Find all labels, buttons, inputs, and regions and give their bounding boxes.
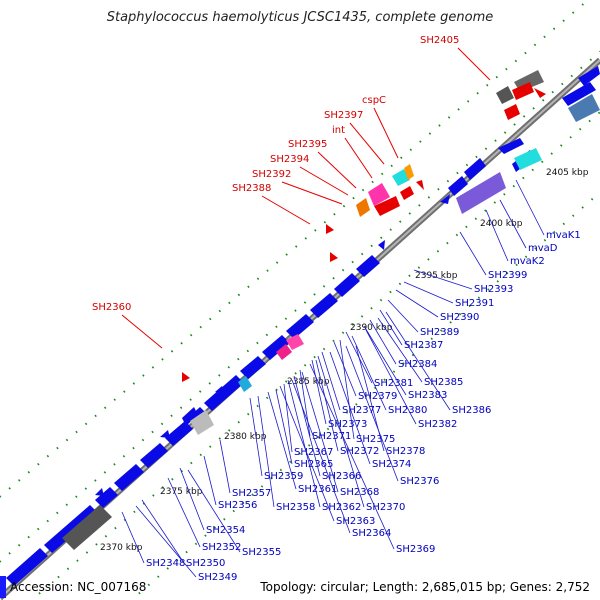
gene-label: SH2354 [206, 525, 245, 536]
gene-label: SH2363 [336, 516, 375, 527]
label-sh2360: SH2360 [92, 302, 131, 313]
kbp-label: 2390 kbp [350, 323, 393, 333]
kbp-label: 2370 kbp [100, 543, 143, 553]
gene-label: mvaK1 [546, 230, 581, 241]
gene-label: SH2362 [322, 502, 361, 513]
gene-label: SH2348 [146, 558, 185, 569]
gene-label: SH2358 [276, 502, 315, 513]
gene-label: SH2359 [264, 471, 303, 482]
gene-label: SH2391 [455, 298, 494, 309]
gene-label: SH2378 [386, 446, 425, 457]
gene-label: SH2357 [232, 488, 271, 499]
gene-label: SH2350 [186, 558, 225, 569]
gene-label: SH2370 [366, 502, 405, 513]
gene-label: mvaK2 [510, 256, 545, 267]
gene-label: SH2383 [408, 390, 447, 401]
gene-label: SH2365 [294, 459, 333, 470]
gene-label: SH2377 [342, 405, 381, 416]
gene-label: SH2369 [396, 544, 435, 555]
gene-label: SH2373 [328, 419, 367, 430]
gene-label: SH2364 [352, 528, 391, 539]
kbp-label: 2375 kbp [160, 487, 203, 497]
gene-label: SH2384 [398, 359, 437, 370]
gene-label: SH2349 [198, 572, 237, 583]
label-sh2388: SH2388 [232, 183, 271, 194]
feature-blocks [62, 70, 600, 550]
label-sh2394: SH2394 [270, 154, 309, 165]
highlight-leader-lines [121, 47, 491, 349]
gene-label: SH2372 [340, 446, 379, 457]
red-features [182, 82, 546, 382]
label-sh2395: SH2395 [288, 139, 327, 150]
gene-label: SH2393 [474, 284, 513, 295]
kbp-label: 2380 kbp [224, 432, 267, 442]
gene-label: SH2390 [440, 312, 479, 323]
gene-label: SH2356 [218, 500, 257, 511]
gene-label: SH2366 [322, 471, 361, 482]
accession-text: Accession: NC_007168 [10, 580, 147, 594]
gene-label: SH2385 [424, 377, 463, 388]
gene-label: SH2382 [418, 419, 457, 430]
kbp-label: 2400 kbp [480, 219, 523, 229]
gene-label: SH2352 [202, 542, 241, 553]
map-title: Staphylococcus haemolyticus JCSC1435, co… [106, 10, 494, 25]
kbp-label: 2405 kbp [546, 168, 589, 178]
label-sh2405: SH2405 [420, 35, 459, 46]
gene-label: SH2361 [298, 484, 337, 495]
label-sh2397: SH2397 [324, 110, 363, 121]
genome-summary-text: Topology: circular; Length: 2,685,015 bp… [260, 580, 590, 594]
label-cspc: cspC [362, 95, 386, 106]
gene-label: SH2376 [400, 476, 439, 487]
gene-label: SH2379 [358, 391, 397, 402]
gene-label: SH2371 [312, 431, 351, 442]
kbp-label: 2385 kbp [287, 377, 330, 387]
gene-labels: mvaK1 mvaD mvaK2 SH2399 SH2393 SH2391 SH… [146, 230, 581, 583]
color-swatch [0, 576, 6, 598]
gene-leader-lines [121, 179, 545, 578]
gene-label: mvaD [528, 243, 558, 254]
kbp-label: 2395 kbp [415, 271, 458, 281]
label-int: int [332, 125, 345, 136]
kbp-labels: 2370 kbp 2375 kbp 2380 kbp 2385 kbp 2390… [100, 168, 589, 553]
gene-label: SH2381 [374, 378, 413, 389]
gene-label: SH2355 [242, 547, 281, 558]
gene-label: SH2399 [488, 270, 527, 281]
highlight-labels: SH2405 cspC SH2397 int SH2395 SH2394 SH2… [92, 35, 459, 313]
gene-label: SH2380 [388, 405, 427, 416]
gene-label: SH2389 [420, 327, 459, 338]
map-footer: Accession: NC_007168 Topology: circular;… [0, 576, 600, 600]
gene-label: SH2375 [356, 434, 395, 445]
gene-label: SH2387 [404, 340, 443, 351]
upper-gene-track [6, 240, 385, 586]
gene-label: SH2386 [452, 405, 491, 416]
label-sh2392: SH2392 [252, 169, 291, 180]
